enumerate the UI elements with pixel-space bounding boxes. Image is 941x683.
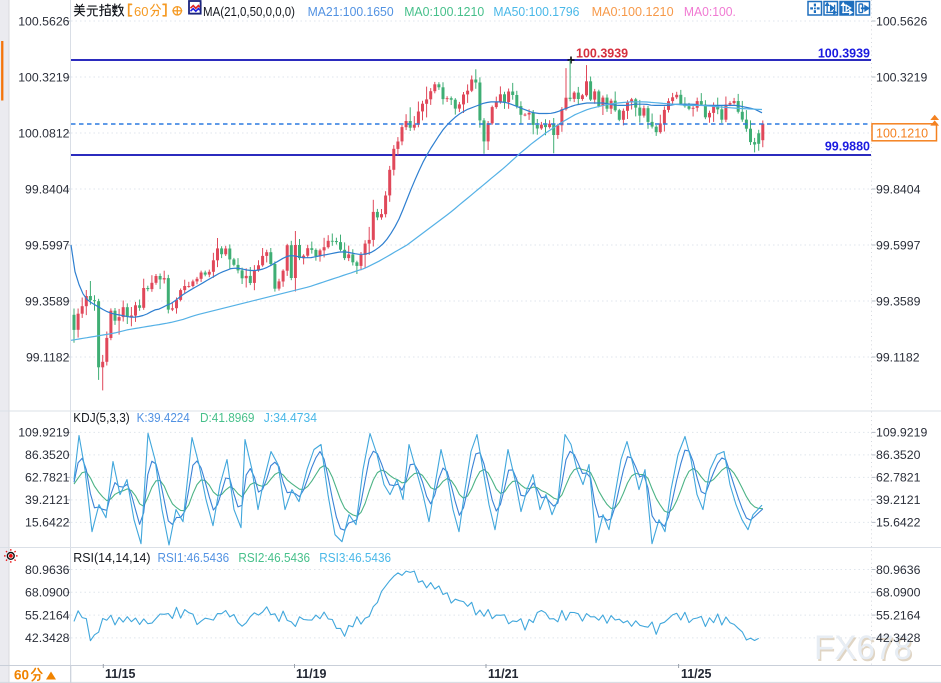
svg-text:FX678: FX678 [816, 631, 914, 669]
svg-text:11/25: 11/25 [681, 666, 712, 681]
svg-text:MA21:100.1650: MA21:100.1650 [308, 4, 394, 19]
svg-text:99.8404: 99.8404 [25, 182, 70, 196]
svg-text:MA0:100.: MA0:100. [684, 4, 736, 19]
svg-text:86.3520: 86.3520 [876, 448, 921, 462]
svg-text:100.5626: 100.5626 [876, 14, 927, 28]
svg-text:MA0:100.1210: MA0:100.1210 [404, 4, 484, 19]
svg-text:62.7821: 62.7821 [876, 471, 921, 485]
svg-text:15.6422: 15.6422 [876, 516, 921, 530]
svg-text:D:41.8969: D:41.8969 [200, 411, 255, 425]
svg-text:11/15: 11/15 [105, 666, 136, 681]
svg-text:99.3589: 99.3589 [876, 294, 921, 308]
svg-text:99.8404: 99.8404 [876, 182, 921, 196]
svg-text:15.6422: 15.6422 [25, 516, 70, 530]
svg-text:109.9219: 109.9219 [18, 426, 69, 440]
svg-text:RSI1:46.5436: RSI1:46.5436 [158, 551, 230, 565]
svg-text:MA50:100.1796: MA50:100.1796 [493, 4, 579, 19]
svg-text:MA(21,0,50,0,0,0): MA(21,0,50,0,0,0) [203, 4, 295, 19]
svg-text:39.2121: 39.2121 [25, 493, 70, 507]
svg-text:68.0900: 68.0900 [876, 586, 921, 600]
svg-text:86.3520: 86.3520 [25, 448, 70, 462]
svg-text:FX678: FX678 [814, 629, 912, 667]
svg-text:RSI2:46.5436: RSI2:46.5436 [238, 551, 310, 565]
svg-text:100.1210: 100.1210 [876, 126, 928, 140]
svg-text:99.5997: 99.5997 [876, 238, 921, 252]
svg-text:100.0812: 100.0812 [18, 126, 69, 140]
svg-text:11/21: 11/21 [488, 666, 519, 681]
svg-text:80.9636: 80.9636 [876, 563, 921, 577]
svg-text:11/19: 11/19 [296, 666, 327, 681]
svg-text:80.9636: 80.9636 [25, 563, 70, 577]
svg-text:K:39.4224: K:39.4224 [137, 411, 190, 425]
svg-text:60: 60 [14, 668, 29, 683]
svg-text:62.7821: 62.7821 [25, 471, 70, 485]
svg-text:MA0:100.1210: MA0:100.1210 [592, 4, 674, 19]
svg-text:99.9880: 99.9880 [825, 140, 870, 154]
svg-text:RSI(14,14,14): RSI(14,14,14) [73, 551, 150, 565]
svg-text:68.0900: 68.0900 [25, 586, 70, 600]
svg-text:109.9219: 109.9219 [876, 426, 927, 440]
svg-text:99.5997: 99.5997 [25, 238, 70, 252]
svg-text:55.2164: 55.2164 [25, 608, 70, 622]
svg-text:100.3939: 100.3939 [818, 47, 870, 61]
svg-text:100.5626: 100.5626 [18, 14, 69, 28]
svg-text:100.3219: 100.3219 [18, 70, 69, 84]
svg-text:39.2121: 39.2121 [876, 493, 921, 507]
svg-text:J:34.4734: J:34.4734 [264, 411, 317, 425]
svg-text:42.3428: 42.3428 [25, 631, 70, 645]
svg-text:100.3939: 100.3939 [576, 47, 628, 61]
svg-text:100.3219: 100.3219 [876, 70, 927, 84]
svg-text:42.3428: 42.3428 [876, 631, 921, 645]
svg-text:60: 60 [134, 4, 148, 19]
svg-text:RSI3:46.5436: RSI3:46.5436 [319, 551, 391, 565]
svg-text:KDJ(5,3,3): KDJ(5,3,3) [73, 411, 129, 425]
svg-text:55.2164: 55.2164 [876, 608, 921, 622]
svg-text:99.3589: 99.3589 [25, 294, 70, 308]
svg-text:99.1182: 99.1182 [26, 350, 70, 364]
svg-text:99.1182: 99.1182 [876, 350, 920, 364]
